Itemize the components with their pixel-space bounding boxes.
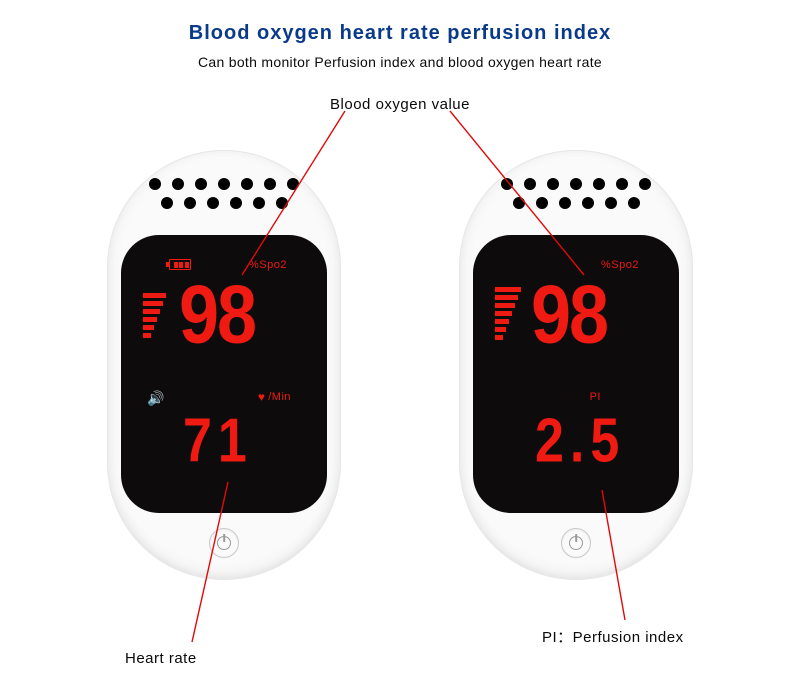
page-subtitle: Can both monitor Perfusion index and blo… xyxy=(0,54,800,70)
speaker-icon: 🔊 xyxy=(147,391,164,405)
power-button[interactable] xyxy=(209,528,239,558)
page-title: Blood oxygen heart rate perfusion index xyxy=(0,22,800,45)
signal-bars-icon xyxy=(143,293,166,338)
pi-label: PI xyxy=(590,391,601,403)
speaker-grille xyxy=(107,178,341,209)
callout-label-heart-rate: Heart rate xyxy=(125,650,197,667)
spo2-value: 98 xyxy=(531,274,607,357)
bpm-unit-label: /Min xyxy=(268,391,291,403)
speaker-grille xyxy=(459,178,693,209)
device-screen: %Spo2 98 PI 2.5 xyxy=(473,235,679,513)
bpm-value: 71 xyxy=(183,410,253,472)
pi-value: 2.5 xyxy=(535,410,625,472)
power-button[interactable] xyxy=(561,528,591,558)
heart-icon: ♥ xyxy=(258,391,265,403)
oximeter-device-left: %Spo2 98 🔊 ♥ /Min 71 xyxy=(107,150,341,580)
signal-bars-icon xyxy=(495,287,521,340)
callout-label-spo2: Blood oxygen value xyxy=(0,96,800,113)
spo2-value: 98 xyxy=(179,274,255,357)
callout-label-pi: PI：Perfusion index xyxy=(542,626,684,647)
device-screen: %Spo2 98 🔊 ♥ /Min 71 xyxy=(121,235,327,513)
oximeter-device-right: %Spo2 98 PI 2.5 xyxy=(459,150,693,580)
